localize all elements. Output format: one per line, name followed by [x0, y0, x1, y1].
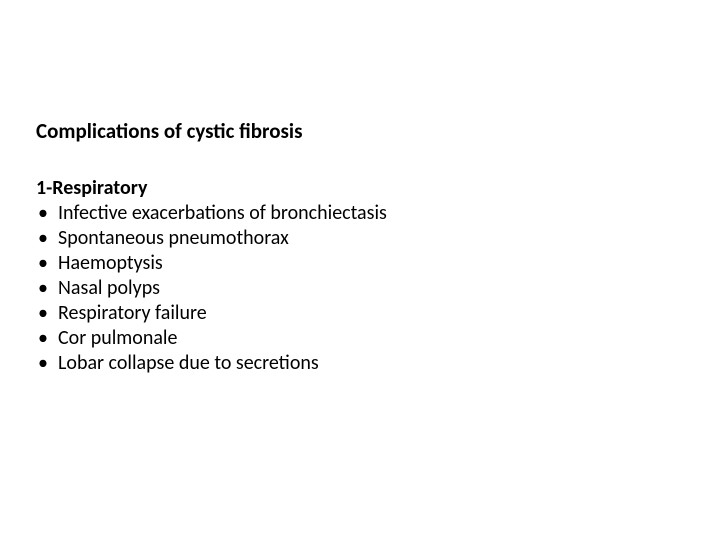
- section-heading: 1-Respiratory: [36, 176, 684, 201]
- list-item: Infective exacerbations of bronchiectasi…: [36, 201, 684, 226]
- list-item: Nasal polyps: [36, 276, 684, 301]
- list-item: Lobar collapse due to secretions: [36, 351, 684, 376]
- list-item: Spontaneous pneumothorax: [36, 226, 684, 251]
- bullet-list: Infective exacerbations of bronchiectasi…: [36, 201, 684, 376]
- list-item: Cor pulmonale: [36, 326, 684, 351]
- list-item: Haemoptysis: [36, 251, 684, 276]
- list-item: Respiratory failure: [36, 301, 684, 326]
- slide-title: Complications of cystic fibrosis: [36, 118, 684, 144]
